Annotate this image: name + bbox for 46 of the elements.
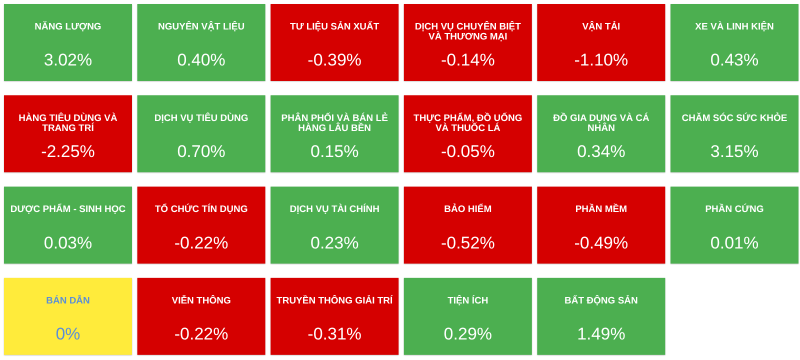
category-label: DƯỢC PHẨM - SINH HỌC [10,203,126,216]
category-label: TƯ LIỆU SẢN XUẤT [290,20,380,33]
category-label: VIỄN THÔNG [172,294,231,307]
category-label: BẢO HIỂM [444,203,492,216]
data-label: 1.49% [577,324,626,344]
data-label: -0.31% [308,324,362,344]
data-label: 3.15% [710,142,759,161]
category-label: PHẦN MỀM [575,203,628,216]
data-label: 0.70% [177,142,226,161]
category-label: CHĂM SÓC SỨC KHỎE [682,112,788,124]
data-label: 0.34% [577,142,626,161]
data-label: -0.05% [440,142,495,161]
data-label: 0.40% [177,50,226,70]
category-label: BẤT ĐỘNG SẢN [564,294,638,307]
data-label: -1.10% [574,50,628,70]
data-label: -0.39% [308,50,362,70]
category-label: HÀNG TIÊU DÙNG VÀ TRANG TRÍ [18,112,118,134]
category-label: TIỆN ÍCH [448,294,488,307]
data-label: -0.22% [174,324,228,344]
data-label: 0.43% [710,50,759,70]
data-label: 0.29% [444,324,492,344]
category-label: ĐỒ GIA DỤNG VÀ CÁ NHÂN [553,112,650,134]
category-label: DỊCH VỤ TIÊU DÙNG [154,112,248,124]
data-label: 0.03% [44,233,92,252]
data-label: -0.49% [574,233,628,252]
category-label: NGUYÊN VẬT LIỆU [158,20,245,33]
data-label: -2.25% [41,142,95,161]
data-label: 0% [56,324,80,344]
category-label: TRUYỀN THÔNG GIẢI TRÍ [276,294,394,307]
category-label: DỊCH VỤ TÀI CHÍNH [290,203,380,216]
data-label: -0.22% [174,233,228,252]
data-label: 0.15% [310,142,359,161]
category-label: NĂNG LƯỢNG [34,20,102,33]
category-label: BÁN DẪN [46,294,90,307]
data-label: 3.02% [44,50,92,70]
category-label: TỔ CHỨC TÍN DỤNG [154,203,248,216]
category-label: PHẦN CỨNG [705,203,764,216]
data-label: 0.23% [310,233,359,252]
data-label: 0.01% [710,233,759,252]
data-label: -0.14% [440,50,495,70]
category-label: XE VÀ LINH KIỆN [695,20,774,33]
data-label: -0.52% [440,233,495,252]
category-label: VẬN TẢI [582,20,620,33]
category-label: THỰC PHẨM, ĐỒ UỐNG VÀ THUỐC LÁ [414,112,522,134]
category-label: DỊCH VỤ CHUYÊN BIỆT VÀ THƯƠNG MẠI [414,20,522,43]
category-label: PHÂN PHỐI VÀ BÁN LẺ HÀNG LÂU BỀN [281,112,388,134]
